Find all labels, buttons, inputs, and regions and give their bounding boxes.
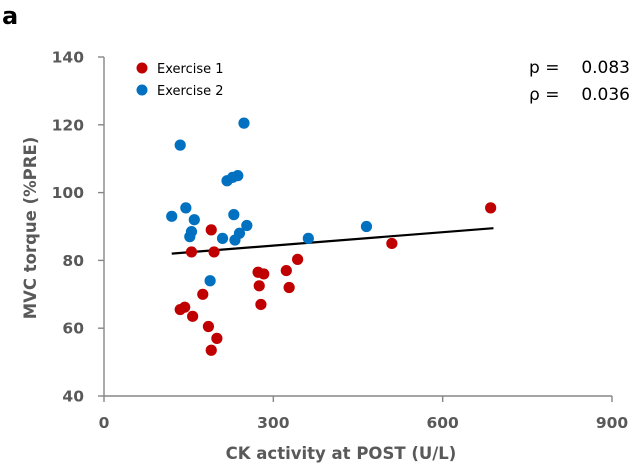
- x-axis-title: CK activity at POST (U/L): [226, 444, 457, 463]
- data-point-exercise-1: [292, 253, 304, 265]
- legend-item-exercise-1: Exercise 1: [136, 62, 224, 77]
- p-value-label: p =: [529, 58, 559, 78]
- data-point-exercise-1: [280, 264, 292, 277]
- data-point-exercise-2: [188, 214, 200, 226]
- data-point-exercise-2: [185, 225, 198, 238]
- y-tick-label: 60: [62, 320, 84, 338]
- x-tick-label: 0: [99, 414, 110, 432]
- y-tick-label: 100: [52, 184, 85, 202]
- data-point-exercise-1: [185, 246, 198, 258]
- data-point-exercise-2: [216, 232, 229, 244]
- data-point-exercise-2: [228, 209, 240, 221]
- data-point-exercise-1: [283, 281, 295, 294]
- data-point-exercise-2: [204, 275, 216, 287]
- rho-value: 0.036: [581, 85, 630, 105]
- data-point-exercise-2: [232, 170, 244, 182]
- data-point-exercise-1: [205, 224, 217, 236]
- y-axis-title: MVC torque (%PRE): [21, 137, 40, 320]
- rho-value-label: ρ =: [529, 85, 559, 105]
- y-axis-ticks: 40 60 80 100 120 140: [52, 49, 104, 406]
- data-point-exercise-1: [386, 237, 398, 250]
- data-point-exercise-1: [208, 246, 220, 258]
- data-point-exercise-2: [174, 139, 186, 151]
- legend-label-exercise-1: Exercise 1: [157, 62, 224, 77]
- x-axis-ticks: 0 300 600 900: [99, 396, 629, 432]
- legend: Exercise 1 Exercise 2: [136, 62, 224, 99]
- data-point-exercise-1: [211, 332, 223, 344]
- axes: 0 300 600 900 40 60 80 100 120 140: [52, 49, 629, 433]
- legend-marker-exercise-1: [136, 62, 148, 74]
- data-point-exercise-2: [302, 232, 314, 244]
- data-point-exercise-2: [238, 117, 250, 129]
- data-points: [166, 117, 497, 356]
- legend-label-exercise-2: Exercise 2: [157, 84, 224, 99]
- data-point-exercise-1: [258, 268, 270, 280]
- panel-label: a: [2, 2, 18, 30]
- y-tick-label: 80: [62, 252, 84, 270]
- data-point-exercise-2: [180, 202, 192, 214]
- y-tick-label: 40: [62, 388, 84, 406]
- legend-item-exercise-2: Exercise 2: [136, 84, 224, 99]
- data-point-exercise-1: [485, 202, 497, 214]
- y-tick-label: 140: [52, 49, 85, 67]
- data-point-exercise-1: [253, 280, 265, 292]
- data-point-exercise-1: [255, 298, 267, 311]
- legend-marker-exercise-2: [136, 84, 148, 96]
- x-tick-label: 600: [426, 414, 459, 432]
- data-point-exercise-2: [360, 220, 373, 233]
- data-point-exercise-2: [241, 219, 253, 232]
- x-tick-label: 300: [257, 414, 290, 432]
- trend-line: [171, 227, 494, 255]
- data-point-exercise-2: [166, 210, 178, 222]
- y-tick-label: 120: [52, 116, 85, 134]
- data-point-exercise-2: [233, 227, 246, 239]
- data-point-exercise-1: [197, 288, 209, 300]
- p-value: 0.083: [581, 58, 630, 78]
- data-point-exercise-1: [187, 310, 199, 322]
- data-point-exercise-1: [202, 320, 215, 333]
- stats-annotation: p = 0.083 ρ = 0.036: [529, 58, 630, 105]
- data-point-exercise-1: [179, 301, 191, 313]
- data-point-exercise-1: [205, 344, 217, 356]
- x-tick-label: 900: [596, 414, 629, 432]
